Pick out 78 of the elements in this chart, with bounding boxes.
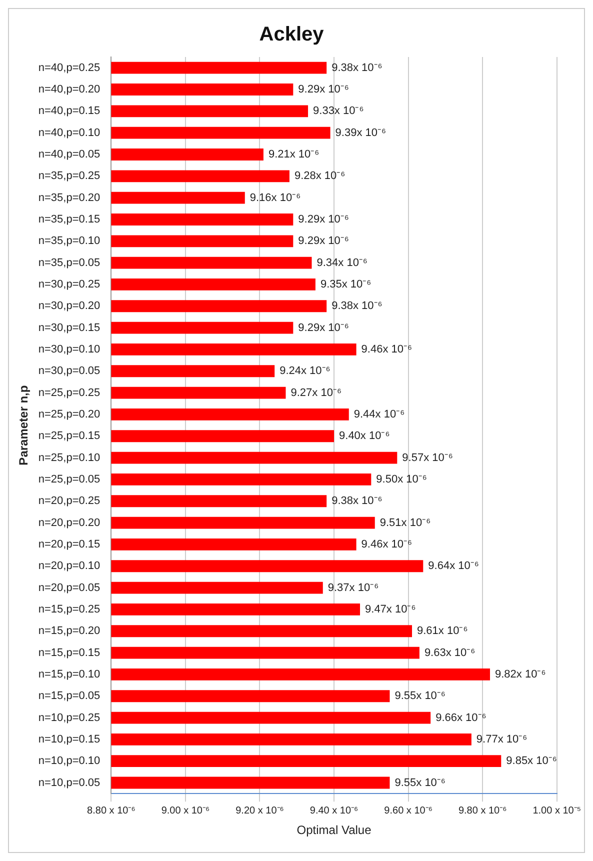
y-tick-label: n=10,p=0.25 bbox=[38, 712, 100, 724]
y-tick-label: n=35,p=0.10 bbox=[38, 235, 100, 248]
y-tick-label: n=35,p=0.20 bbox=[38, 192, 100, 204]
data-label: 9.24x 10⁻⁶ bbox=[280, 365, 330, 378]
y-tick-label: n=40,p=0.20 bbox=[38, 84, 100, 96]
y-tick-label: n=30,p=0.15 bbox=[38, 322, 100, 334]
data-label: 9.47x 10⁻⁶ bbox=[365, 603, 416, 616]
y-tick-label: n=25,p=0.25 bbox=[38, 386, 100, 399]
y-tick-label: n=35,p=0.25 bbox=[38, 170, 100, 182]
data-label: 9.63x 10⁻⁶ bbox=[424, 646, 476, 659]
data-label: 9.37x 10⁻⁶ bbox=[328, 582, 379, 594]
data-label: 9.39x 10⁻⁶ bbox=[335, 126, 386, 139]
data-label: 9.44x 10⁻⁶ bbox=[354, 408, 405, 420]
data-label: 9.27x 10⁻⁶ bbox=[290, 386, 342, 399]
data-label: 9.29x 10⁻⁶ bbox=[298, 214, 349, 226]
y-tick-label: n=15,p=0.25 bbox=[38, 603, 100, 616]
y-tick-label: n=20,p=0.25 bbox=[38, 495, 100, 508]
data-label: 9.57x 10⁻⁶ bbox=[402, 452, 453, 464]
data-label: 9.29x 10⁻⁶ bbox=[298, 235, 349, 248]
data-label: 9.55x 10⁻⁶ bbox=[394, 776, 446, 789]
x-tick-label: 9.20 x 10⁻⁶ bbox=[236, 805, 284, 816]
y-tick-label: n=10,p=0.10 bbox=[38, 755, 100, 768]
data-label: 9.28x 10⁻⁶ bbox=[294, 170, 346, 182]
y-tick-label: n=25,p=0.20 bbox=[38, 408, 100, 420]
data-label: 9.46x 10⁻⁶ bbox=[361, 538, 412, 550]
y-tick-label: n=40,p=0.25 bbox=[38, 62, 100, 74]
y-tick-label: n=35,p=0.15 bbox=[38, 214, 100, 226]
data-label: 9.38x 10⁻⁶ bbox=[332, 300, 382, 312]
data-label: 9.35x 10⁻⁶ bbox=[320, 278, 372, 291]
y-tick-label: n=20,p=0.20 bbox=[38, 516, 100, 529]
data-label: 9.77x 10⁻⁶ bbox=[476, 733, 528, 746]
y-tick-label: n=35,p=0.05 bbox=[38, 256, 100, 269]
data-label: 9.29x 10⁻⁶ bbox=[298, 322, 349, 334]
chart-title: Ackley bbox=[259, 24, 325, 46]
y-tick-label: n=25,p=0.10 bbox=[38, 452, 100, 464]
x-tick-label: 9.40 x 10⁻⁶ bbox=[310, 805, 358, 816]
x-tick-label: 9.60 x 10⁻⁶ bbox=[384, 805, 432, 816]
x-tick-label: 9.80 x 10⁻⁶ bbox=[458, 805, 507, 816]
y-tick-label: n=20,p=0.05 bbox=[38, 582, 100, 594]
y-tick-label: n=15,p=0.05 bbox=[38, 690, 100, 702]
y-tick-label: n=20,p=0.15 bbox=[38, 538, 100, 550]
y-tick-label: n=20,p=0.10 bbox=[38, 560, 100, 572]
y-tick-label: n=40,p=0.05 bbox=[38, 148, 100, 161]
y-tick-label: n=30,p=0.10 bbox=[38, 344, 100, 356]
data-label: 9.66x 10⁻⁶ bbox=[436, 712, 486, 724]
data-label: 9.51x 10⁻⁶ bbox=[380, 516, 431, 529]
y-axis-title: Parameter n,p bbox=[16, 385, 31, 466]
y-tick-label: n=30,p=0.25 bbox=[38, 278, 100, 291]
data-label: 9.46x 10⁻⁶ bbox=[361, 344, 412, 356]
data-label: 9.38x 10⁻⁶ bbox=[332, 495, 382, 508]
data-label: 9.50x 10⁻⁶ bbox=[376, 473, 427, 486]
y-tick-label: n=30,p=0.05 bbox=[38, 365, 100, 378]
data-label: 9.38x 10⁻⁶ bbox=[332, 62, 382, 74]
y-tick-label: n=15,p=0.20 bbox=[38, 625, 100, 638]
data-label: 9.85x 10⁻⁶ bbox=[506, 755, 557, 768]
y-tick-label: n=15,p=0.15 bbox=[38, 646, 100, 659]
data-label: 9.21x 10⁻⁶ bbox=[268, 148, 320, 161]
y-tick-label: n=25,p=0.05 bbox=[38, 473, 100, 486]
data-label: 9.61x 10⁻⁶ bbox=[417, 625, 468, 638]
y-tick-label: n=25,p=0.15 bbox=[38, 430, 100, 442]
data-label: 9.82x 10⁻⁶ bbox=[495, 668, 546, 680]
data-label: 9.34x 10⁻⁶ bbox=[316, 256, 368, 269]
data-label: 9.33x 10⁻⁶ bbox=[313, 105, 364, 118]
x-tick-label: 9.00 x 10⁻⁶ bbox=[161, 805, 210, 816]
y-tick-label: n=15,p=0.10 bbox=[38, 668, 100, 680]
y-tick-label: n=10,p=0.15 bbox=[38, 733, 100, 746]
x-tick-label: 8.80 x 10⁻⁶ bbox=[87, 805, 136, 816]
y-tick-label: n=10,p=0.05 bbox=[38, 776, 100, 789]
x-tick-label: 1.00 x 10⁻⁵ bbox=[532, 805, 582, 816]
data-label: 9.29x 10⁻⁶ bbox=[298, 84, 349, 96]
y-tick-label: n=30,p=0.20 bbox=[38, 300, 100, 312]
y-tick-label: n=40,p=0.10 bbox=[38, 126, 100, 139]
data-label: 9.40x 10⁻⁶ bbox=[339, 430, 390, 442]
y-tick-label: n=40,p=0.15 bbox=[38, 105, 100, 118]
x-axis-title: Optimal Value bbox=[296, 823, 372, 838]
data-label: 9.64x 10⁻⁶ bbox=[428, 560, 479, 572]
data-label: 9.16x 10⁻⁶ bbox=[250, 192, 301, 204]
data-label: 9.55x 10⁻⁶ bbox=[394, 690, 446, 702]
